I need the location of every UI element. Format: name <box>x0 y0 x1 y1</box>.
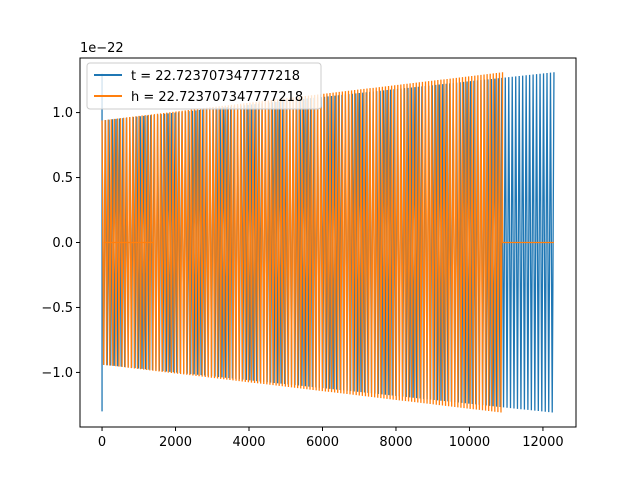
x-tick-label: 12000 <box>522 435 563 450</box>
legend: t = 22.723707347777218 h = 22.7237073477… <box>86 62 322 110</box>
y-tick-label: −1.0 <box>41 366 73 381</box>
x-tick-label: 8000 <box>379 435 412 450</box>
x-axis: 0 2000 4000 6000 8000 10000 12000 <box>98 427 564 450</box>
y-tick-label: 0.5 <box>52 171 73 186</box>
x-tick-label: 2000 <box>159 435 192 450</box>
x-tick-label: 4000 <box>232 435 265 450</box>
legend-label-t: t = 22.723707347777218 <box>131 69 300 84</box>
legend-box <box>86 62 322 110</box>
legend-label-h: h = 22.723707347777218 <box>131 90 303 105</box>
x-tick-label: 6000 <box>306 435 339 450</box>
x-tick-label: 0 <box>98 435 106 450</box>
series-layer <box>101 72 555 413</box>
y-tick-label: 0.0 <box>52 236 73 251</box>
x-tick-label: 10000 <box>449 435 490 450</box>
y-axis: −1.0 −0.5 0.0 0.5 1.0 <box>41 106 80 381</box>
y-tick-label: 1.0 <box>52 106 73 121</box>
y-offset-label: 1e−22 <box>80 41 124 56</box>
y-tick-label: −0.5 <box>41 301 73 316</box>
series-line-h <box>101 72 554 413</box>
